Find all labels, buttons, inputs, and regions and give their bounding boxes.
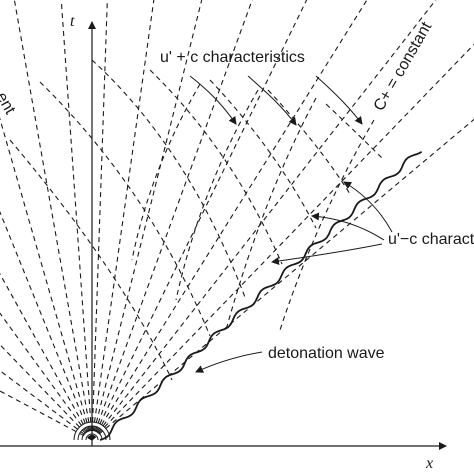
arrow-minus-2 <box>311 212 385 241</box>
characteristic-curve-8 <box>131 83 201 261</box>
characteristic-curve-9 <box>175 89 259 301</box>
fan-line-8 <box>13 0 93 441</box>
characteristic-curve-5 <box>209 79 317 229</box>
fan-line-2 <box>0 369 93 441</box>
fan-line-9 <box>60 0 93 441</box>
fan-line-4 <box>0 312 93 441</box>
detonation-wave-label: detonation wave <box>268 345 385 362</box>
fan-line-10 <box>91 0 108 441</box>
arrow-minus-3 <box>271 243 383 265</box>
characteristic-curve-11 <box>279 119 375 331</box>
characteristic-curve-7 <box>325 103 385 161</box>
fan-line-15 <box>91 0 368 441</box>
arrow-detonation <box>195 351 263 373</box>
characteristic-curve-3 <box>91 59 247 301</box>
fan-line-14 <box>91 0 308 441</box>
fan-line-3 <box>0 343 93 441</box>
arrow-plus-3 <box>315 75 363 125</box>
x-axis-label: x <box>425 455 433 472</box>
fan-line-16 <box>91 0 437 441</box>
arrow-plus-1 <box>189 75 237 125</box>
annotation-arrows <box>189 75 393 373</box>
arrow-plus-2 <box>247 75 297 126</box>
characteristic-curve-4 <box>149 69 283 265</box>
fan-line-12 <box>91 0 203 441</box>
fan-line-6 <box>0 210 93 441</box>
t-axis-label: t <box>70 13 75 30</box>
arrow-minus-1 <box>343 181 393 233</box>
minus-characteristics <box>9 59 385 381</box>
left-cut-label: ent <box>0 90 19 118</box>
fan-line-7 <box>0 117 93 441</box>
fan-line-1 <box>0 390 93 441</box>
expansion-fan <box>0 0 474 441</box>
characteristic-curve-10 <box>225 97 317 331</box>
fan-line-18 <box>91 118 474 441</box>
fan-line-13 <box>91 0 253 441</box>
c-plus-constant-label: C+ = constant <box>371 19 436 114</box>
fan-line-5 <box>0 272 93 441</box>
characteristic-curve-1 <box>9 139 173 381</box>
fan-line-11 <box>91 0 155 441</box>
fan-line-17 <box>91 43 474 441</box>
minus-characteristics-label: u'−c characteristics <box>388 231 474 248</box>
plus-characteristics-label: u' + c characteristics <box>160 49 305 66</box>
detonation-wave-line <box>99 150 423 441</box>
characteristic-curve-6 <box>267 89 351 195</box>
characteristic-curve-2 <box>39 81 211 337</box>
